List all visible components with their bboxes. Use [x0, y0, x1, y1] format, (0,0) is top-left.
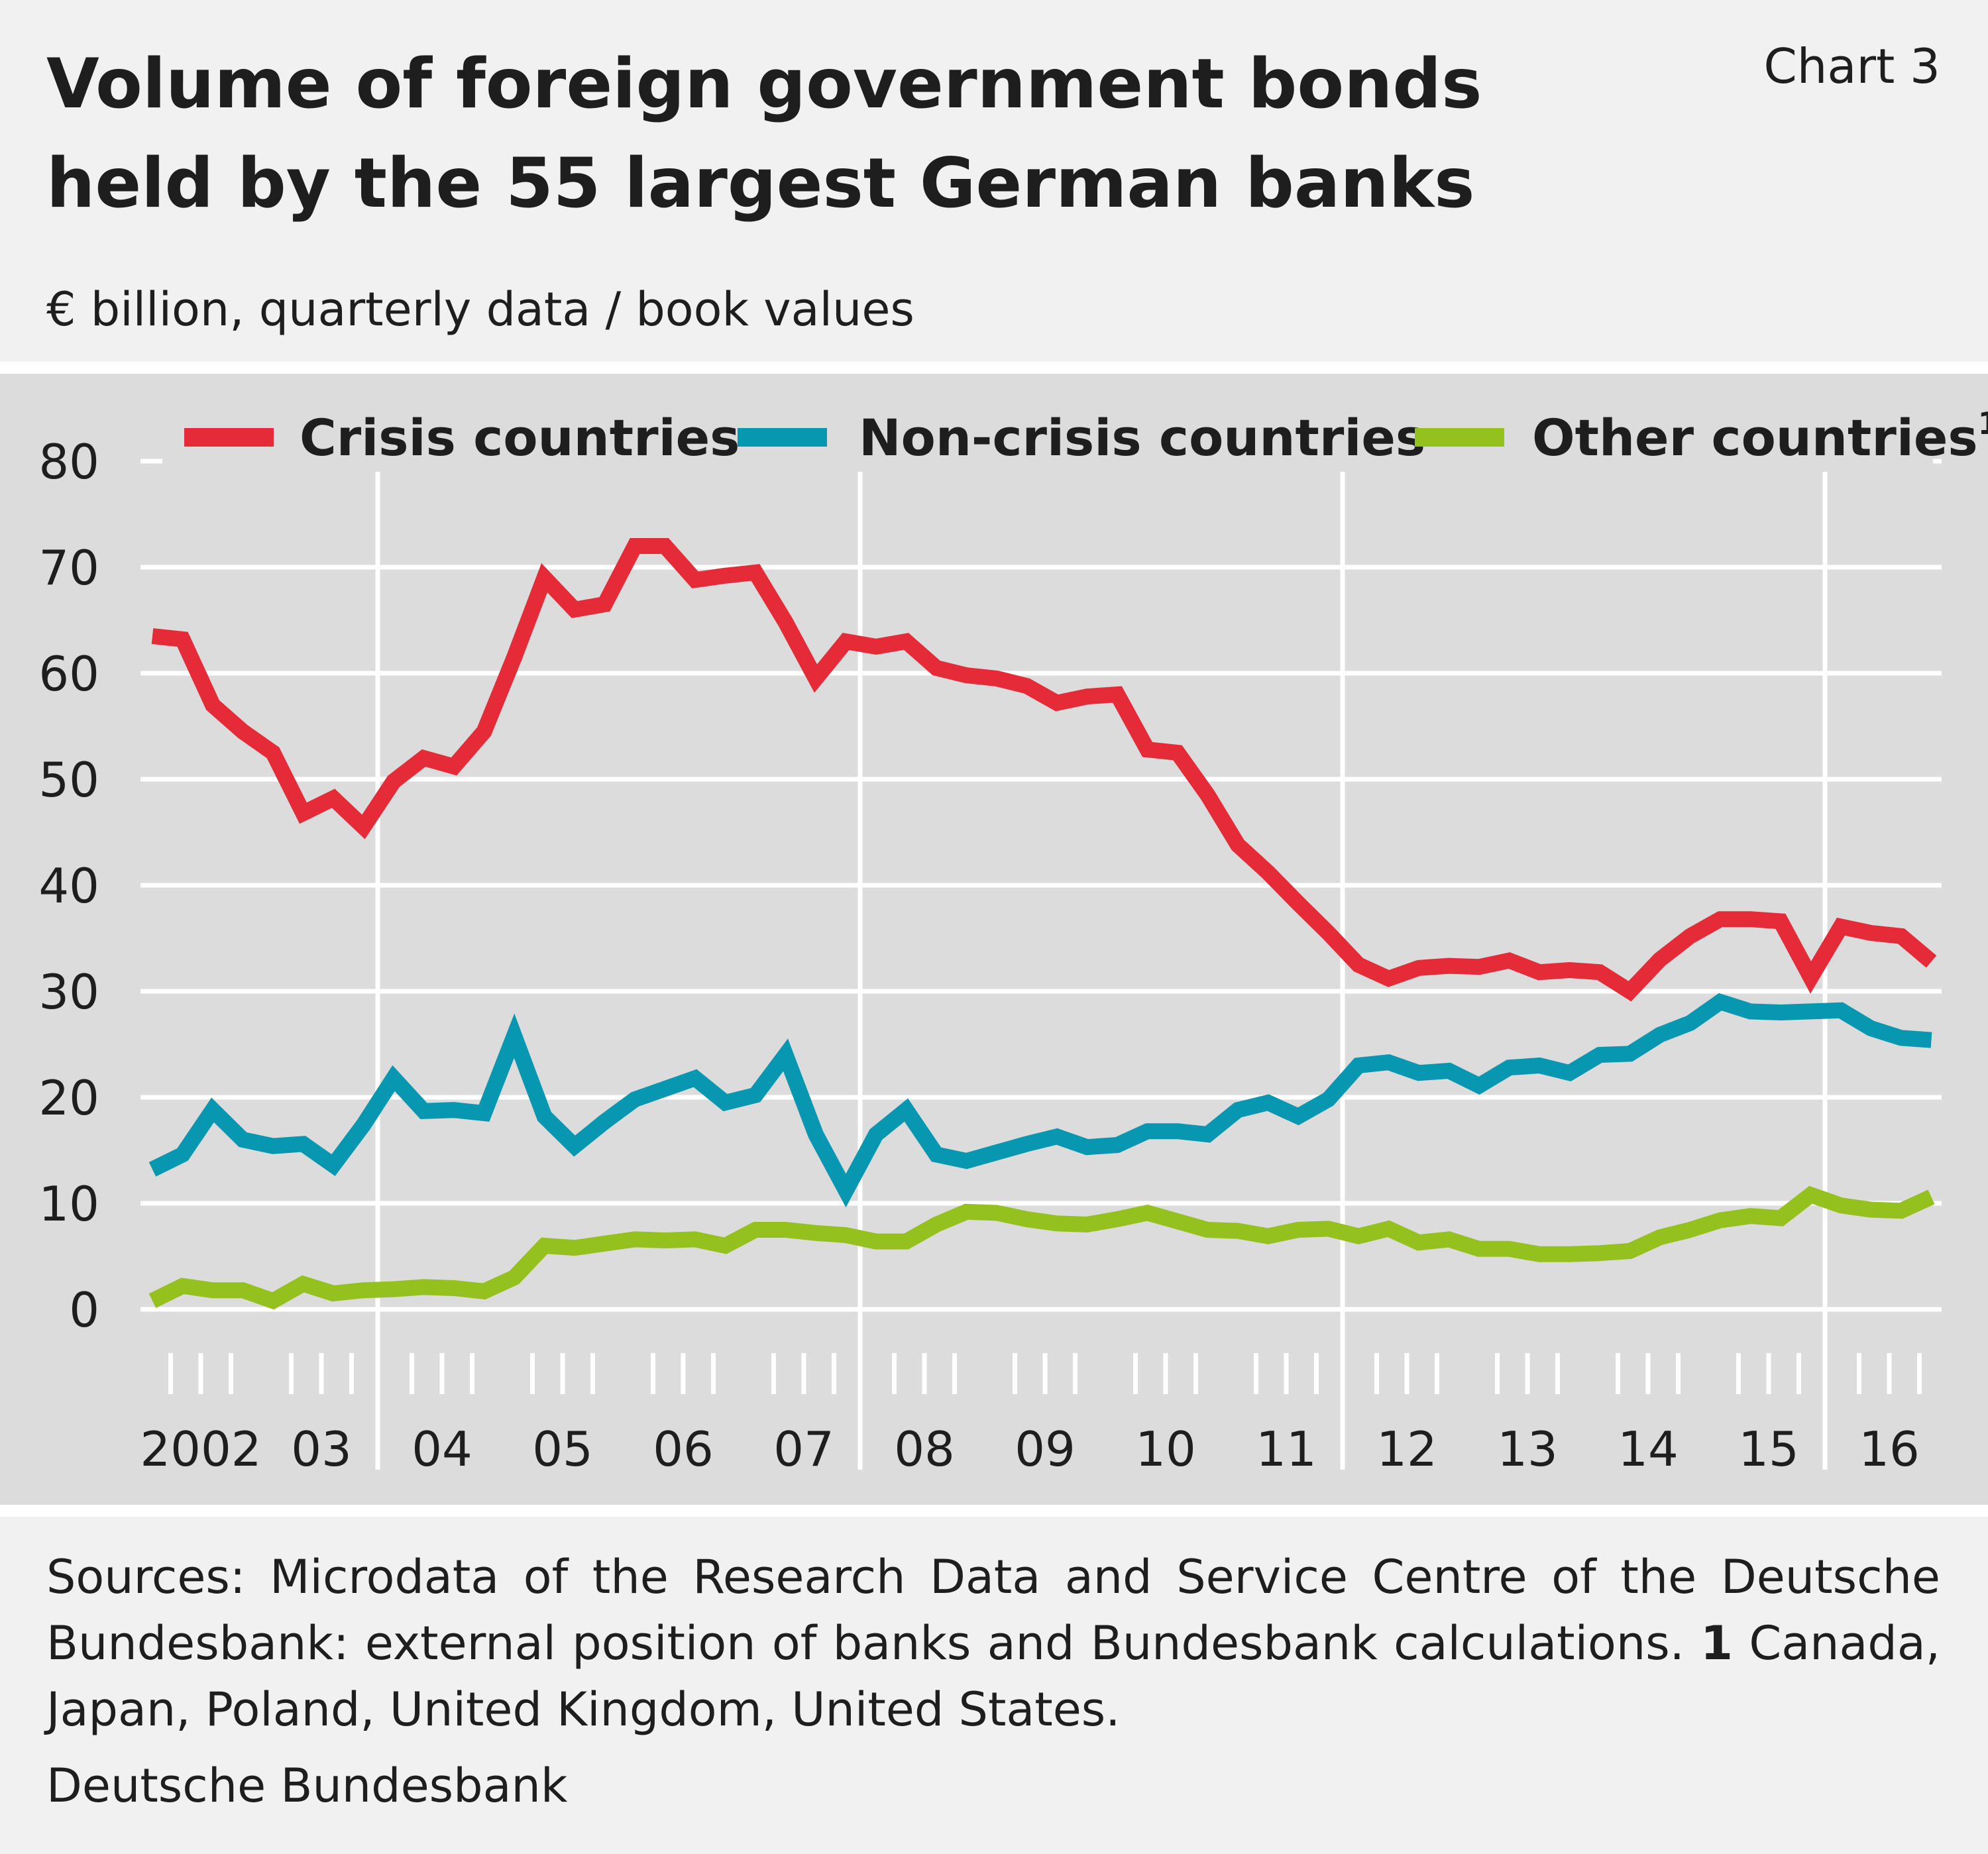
x-axis-quarter-ticks: [168, 1353, 1922, 1394]
x-tick-label-12: 12: [1376, 1421, 1437, 1477]
x-tick-label-10: 10: [1135, 1421, 1196, 1477]
x-tick-label-11: 11: [1256, 1421, 1317, 1477]
sources-note: Sources: Microdata of the Research Data …: [46, 1544, 1940, 1743]
legend: Crisis countries Non-crisis countries Othe…: [162, 406, 1988, 472]
x-tick-label-2002: 2002: [140, 1421, 261, 1477]
y-axis-tick-labels: 0 10 20 30 40 50 60 70 80: [38, 434, 99, 1338]
y-tick-label-30: 30: [38, 964, 99, 1020]
gridlines: [140, 459, 1942, 1312]
series-line-non-crisis-countries: [148, 993, 1932, 1208]
x-tick-label-05: 05: [532, 1421, 593, 1477]
y-tick-label-20: 20: [38, 1070, 99, 1126]
legend-background: [162, 412, 1933, 472]
legend-label-2: Non-crisis countries: [859, 408, 1425, 467]
y-tick-label-0: 0: [69, 1282, 99, 1338]
chart-title-line-2: held by the 55 largest German banks: [46, 144, 1475, 223]
panel-divider-top: [0, 362, 1988, 374]
y-tick-label-40: 40: [38, 858, 99, 914]
plot-panel: [0, 374, 1988, 1505]
x-tick-label-13: 13: [1497, 1421, 1558, 1477]
panel-divider-bottom: [0, 1505, 1988, 1517]
legend-label-1: Crisis countries: [300, 408, 740, 467]
x-tick-label-06: 06: [653, 1421, 714, 1477]
chart-title: Volume of foreign government bonds held …: [46, 34, 1571, 233]
chart-subtitle: € billion, quarterly data / book values: [46, 282, 914, 337]
x-tick-label-04: 04: [412, 1421, 472, 1477]
footnote-text: Canada, Japan, Poland, United Kingdom, U…: [46, 1616, 1940, 1737]
x-tick-label-08: 08: [894, 1421, 955, 1477]
y-tick-label-50: 50: [38, 752, 99, 808]
y-tick-label-10: 10: [38, 1176, 99, 1232]
x-tick-label-09: 09: [1015, 1421, 1076, 1477]
legend-label-3: Other countries1: [1532, 406, 1988, 467]
x-tick-label-03: 03: [291, 1421, 352, 1477]
y-tick-label-80: 80: [38, 434, 99, 490]
x-tick-label-15: 15: [1738, 1421, 1799, 1477]
footnote-marker: 1: [1700, 1616, 1734, 1670]
chart-title-line-1: Volume of foreign government bonds: [46, 44, 1482, 124]
x-tick-label-07: 07: [773, 1421, 834, 1477]
x-axis-tick-labels: 2002 03 04 05 06 07 08 09 10 11 12 13 14 15 16: [140, 1421, 1919, 1477]
series-line-other-countries: [148, 1185, 1935, 1310]
publisher-name: Deutsche Bundesbank: [46, 1759, 568, 1813]
x-tick-label-16: 16: [1859, 1421, 1920, 1477]
chart-number: Chart 3: [1763, 38, 1940, 94]
y-tick-label-60: 60: [38, 646, 99, 702]
sources-text: Sources: Microdata of the Research Data …: [46, 1550, 1940, 1670]
series-line-crisis-countries: [151, 538, 1937, 1002]
series-lines: [148, 538, 1937, 1310]
x-tick-label-14: 14: [1618, 1421, 1679, 1477]
legend-footnote-marker: 1: [1978, 406, 1988, 441]
y-tick-label-70: 70: [38, 540, 99, 596]
